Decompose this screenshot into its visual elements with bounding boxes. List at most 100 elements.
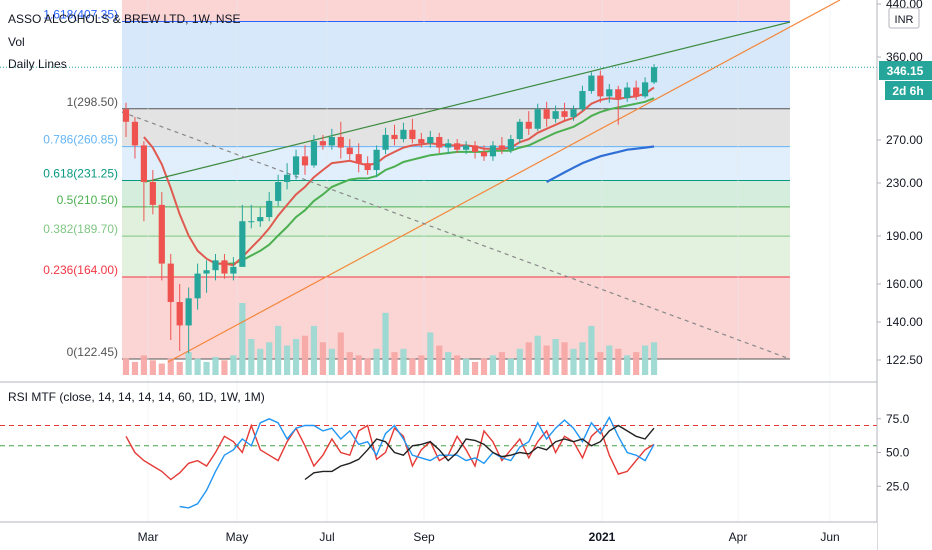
rsi-blue-line (179, 415, 655, 509)
candle-body[interactable] (463, 145, 470, 150)
candle-body[interactable] (212, 260, 219, 271)
candle-body[interactable] (122, 109, 130, 122)
candle-body[interactable] (400, 129, 407, 140)
rsi-tick-label: 50.0 (886, 446, 910, 460)
volume-bar (122, 358, 130, 375)
candle-body[interactable] (319, 141, 326, 146)
lower-trendline[interactable] (167, 0, 841, 363)
candle-body[interactable] (570, 109, 577, 117)
candle-body[interactable] (489, 145, 497, 157)
candle-body[interactable] (382, 134, 389, 150)
candle-body[interactable] (579, 91, 586, 110)
candle-body[interactable] (275, 181, 282, 201)
candle-body[interactable] (409, 129, 416, 140)
volume-bar (427, 332, 434, 375)
volume-bar (534, 335, 541, 375)
candle-body[interactable] (642, 82, 649, 97)
candle-body[interactable] (149, 181, 156, 205)
candle-body[interactable] (301, 156, 309, 166)
candle-body[interactable] (561, 111, 568, 117)
candle-body[interactable] (471, 145, 479, 152)
vol-legend[interactable]: Vol (8, 35, 25, 49)
candle-body[interactable] (445, 143, 452, 148)
candle-body[interactable] (167, 263, 174, 303)
fib-diagonal[interactable] (121, 111, 791, 360)
candle-body[interactable] (597, 75, 604, 97)
time-axis[interactable]: Mar May Jul Sep 2021 Apr Jun (138, 530, 840, 544)
candle-body[interactable] (498, 145, 505, 150)
candle-body[interactable] (633, 87, 640, 97)
candle-body[interactable] (588, 75, 595, 92)
candle-body[interactable] (194, 273, 201, 299)
volume-bar (642, 345, 649, 375)
candle-body[interactable] (131, 121, 139, 146)
candle-body[interactable] (418, 139, 425, 144)
candle-body[interactable] (266, 200, 273, 218)
candle-body[interactable] (328, 136, 335, 146)
candle-body[interactable] (355, 154, 362, 164)
candle-body[interactable] (436, 136, 443, 148)
candle-body[interactable] (185, 298, 192, 326)
candle-body[interactable] (516, 121, 523, 140)
candle-body[interactable] (284, 174, 291, 182)
candle-body[interactable] (257, 217, 264, 222)
volume-bar (167, 358, 174, 375)
fib-label: 1(298.50) (67, 95, 118, 109)
candle-body[interactable] (248, 221, 255, 223)
candle-body[interactable] (534, 109, 541, 129)
price-tick-label: 190.00 (886, 229, 923, 243)
volume-bar (400, 348, 407, 375)
volume-bar (615, 348, 622, 375)
price-tick-label: 230.00 (886, 176, 923, 190)
daily-lines-legend[interactable]: Daily Lines (8, 57, 67, 71)
candle-body[interactable] (364, 163, 371, 171)
candle-body[interactable] (292, 156, 300, 175)
volume-bar (650, 342, 658, 375)
volume-bar (525, 342, 532, 375)
candle-body[interactable] (615, 89, 622, 99)
candle-body[interactable] (230, 266, 237, 274)
volume-bar (337, 332, 344, 375)
price-tick-label: 360.00 (886, 50, 923, 64)
volume-bar (391, 352, 398, 375)
currency-badge[interactable]: INR (888, 7, 920, 29)
price-axis[interactable]: 440.00 360.00 270.00 230.00 190.00 160.00 140.… (877, 0, 923, 367)
volume-bar (275, 325, 282, 375)
candle-body[interactable] (239, 221, 246, 267)
candle-body[interactable] (480, 151, 488, 157)
candle-body[interactable] (543, 109, 550, 119)
candle-body[interactable] (525, 121, 532, 129)
candle-body[interactable] (391, 134, 398, 140)
ema-fast-line (143, 86, 655, 267)
candle-body[interactable] (507, 139, 514, 150)
candle-body[interactable] (454, 143, 461, 150)
rsi-legend[interactable]: RSI MTF (close, 14, 14, 14, 14, 60, 1D, … (8, 390, 265, 404)
candle-body[interactable] (624, 87, 631, 99)
countdown-tag: 2d 6h (885, 81, 932, 100)
volume-bar (516, 348, 523, 375)
candle-body[interactable] (373, 149, 380, 171)
fib-label: 0.618(231.25) (43, 166, 118, 180)
candle-body[interactable] (650, 67, 658, 83)
candle-body[interactable] (140, 145, 147, 182)
volume-bar (445, 352, 452, 375)
upper-trendline[interactable] (144, 21, 791, 183)
candle-body[interactable] (606, 89, 613, 97)
candle-body[interactable] (310, 141, 318, 166)
last-price-tag: 346.15 (879, 61, 932, 80)
ema-slow-line (215, 97, 655, 265)
candle-body[interactable] (176, 302, 183, 326)
candle-body[interactable] (203, 270, 210, 274)
volume-bar (436, 345, 443, 375)
candle-body[interactable] (427, 136, 434, 144)
candle-body[interactable] (337, 136, 344, 148)
candle-body[interactable] (346, 147, 353, 155)
rsi-axis[interactable]: 75.0 50.0 25.0 (877, 412, 910, 494)
time-label: Mar (138, 530, 159, 544)
rsi-tick-label: 25.0 (886, 479, 910, 493)
candle-body[interactable] (158, 204, 165, 264)
candle-body[interactable] (221, 260, 228, 274)
candle-body[interactable] (552, 111, 559, 119)
candles[interactable] (122, 64, 658, 354)
